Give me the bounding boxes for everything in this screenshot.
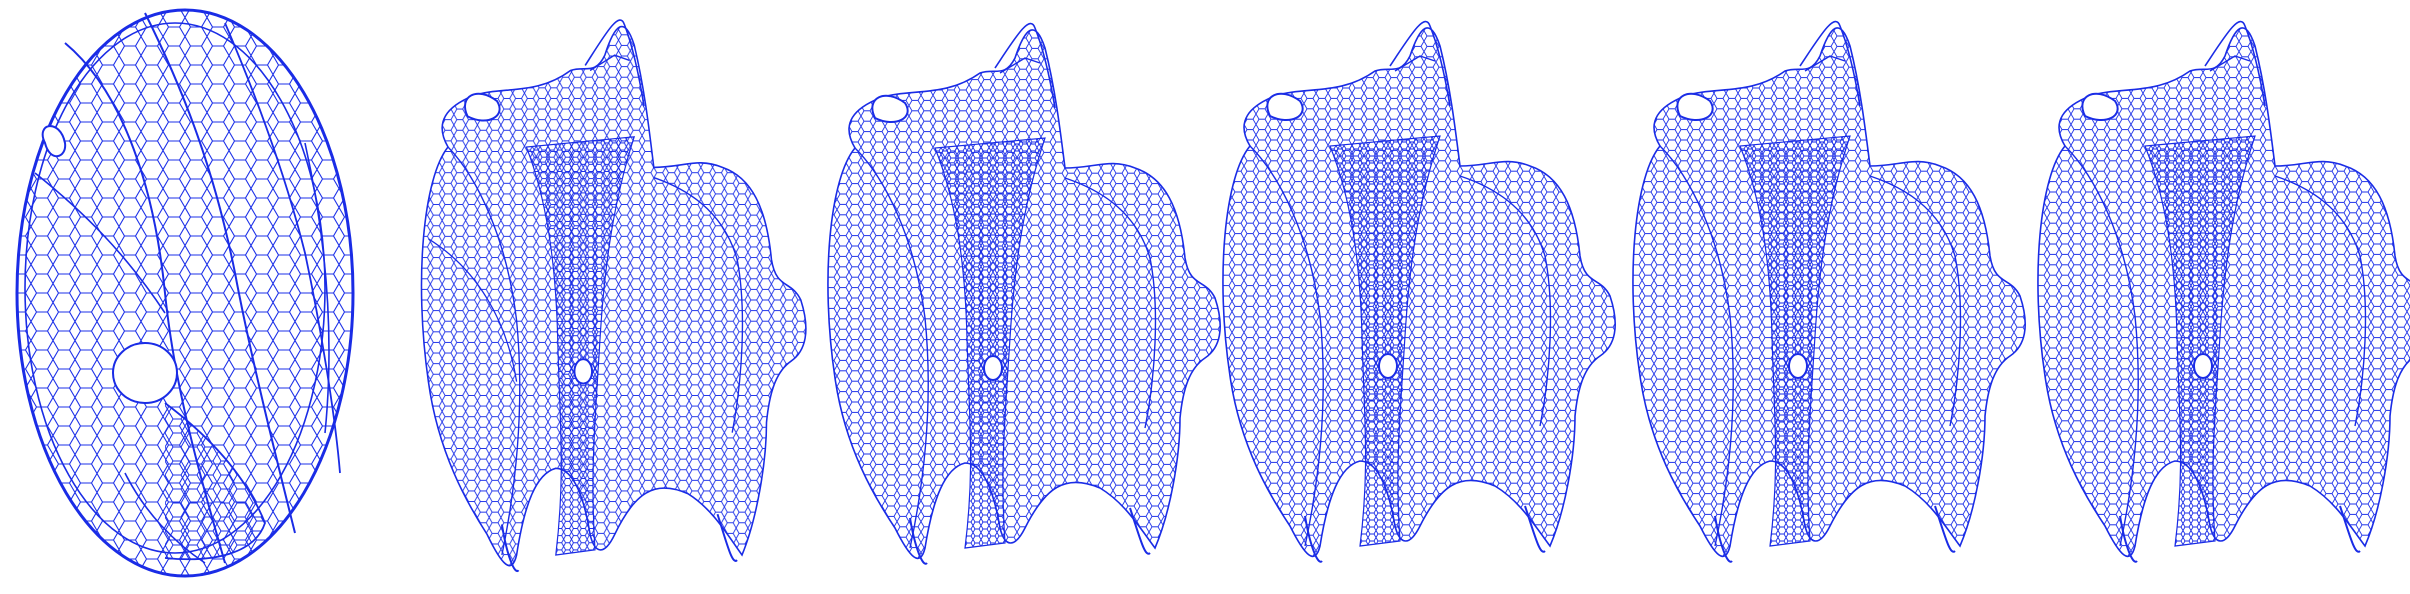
mesh-panel-5 bbox=[1631, 20, 2027, 563]
mesh-panel-1 bbox=[15, 8, 355, 578]
mesh-panel-6 bbox=[2036, 20, 2410, 563]
mesh-panel-2 bbox=[420, 19, 807, 573]
mesh-panel-4 bbox=[1221, 20, 1617, 563]
mesh-panel-3 bbox=[826, 22, 1222, 565]
